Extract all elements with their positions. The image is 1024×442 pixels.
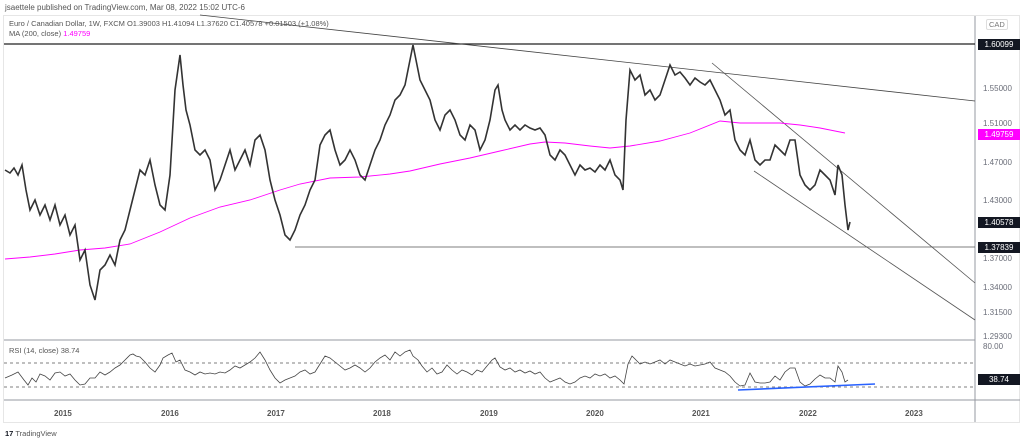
price-tick: 1.34000 [983, 283, 1012, 292]
rsi-line [4, 349, 849, 387]
channel-lower-line [753, 170, 976, 321]
price-tick: 1.37000 [983, 254, 1012, 263]
chart-legend: Euro / Canadian Dollar, 1W, FXCM O1.3900… [9, 19, 329, 39]
tradingview-logo[interactable]: 17 TradingView [5, 429, 57, 438]
publisher-caption: jsaettele published on TradingView.com, … [5, 3, 245, 12]
year-label: 2023 [905, 409, 923, 418]
tradingview-mark-icon: 17 [5, 429, 14, 438]
year-label: 2017 [267, 409, 285, 418]
price-tick: 1.55000 [983, 84, 1012, 93]
ma200-line [4, 120, 846, 260]
year-label: 2019 [480, 409, 498, 418]
rsi-axis-top: 80.00 [983, 342, 1004, 351]
ma-label: MA (200, close) [9, 29, 62, 38]
rsi-label: RSI (14, close) [9, 346, 59, 355]
price-tick: 1.31500 [983, 308, 1012, 317]
rsi-value: 38.74 [60, 346, 80, 355]
year-label: 2020 [586, 409, 604, 418]
year-label: 2018 [373, 409, 391, 418]
price-tick: 1.47000 [983, 158, 1012, 167]
currency-badge[interactable]: CAD [986, 19, 1008, 30]
price-tick: 1.29300 [983, 332, 1012, 341]
ma-value: 1.49759 [63, 29, 91, 38]
rsi-legend: RSI (14, close) 38.74 [9, 346, 79, 355]
last-price-tag: 1.40578 [978, 217, 1020, 228]
support-price-tag: 1.37839 [978, 242, 1020, 253]
rsi-value-tag: 38.74 [978, 374, 1020, 385]
ma-price-tag: 1.49759 [978, 129, 1020, 140]
price-tick: 1.43000 [983, 196, 1012, 205]
year-label: 2016 [161, 409, 179, 418]
symbol-ohlc-line: Euro / Canadian Dollar, 1W, FXCM O1.3900… [9, 19, 329, 28]
long-term-trendline [199, 14, 976, 102]
year-label: 2015 [54, 409, 72, 418]
rsi-trendline [737, 383, 876, 391]
price-tick: 1.51000 [983, 119, 1012, 128]
channel-upper-line [711, 62, 976, 284]
year-label: 2022 [799, 409, 817, 418]
tradingview-brand: TradingView [15, 429, 57, 438]
year-label: 2021 [692, 409, 710, 418]
price-series [4, 44, 851, 301]
resistance-price-tag: 1.60099 [978, 39, 1020, 50]
